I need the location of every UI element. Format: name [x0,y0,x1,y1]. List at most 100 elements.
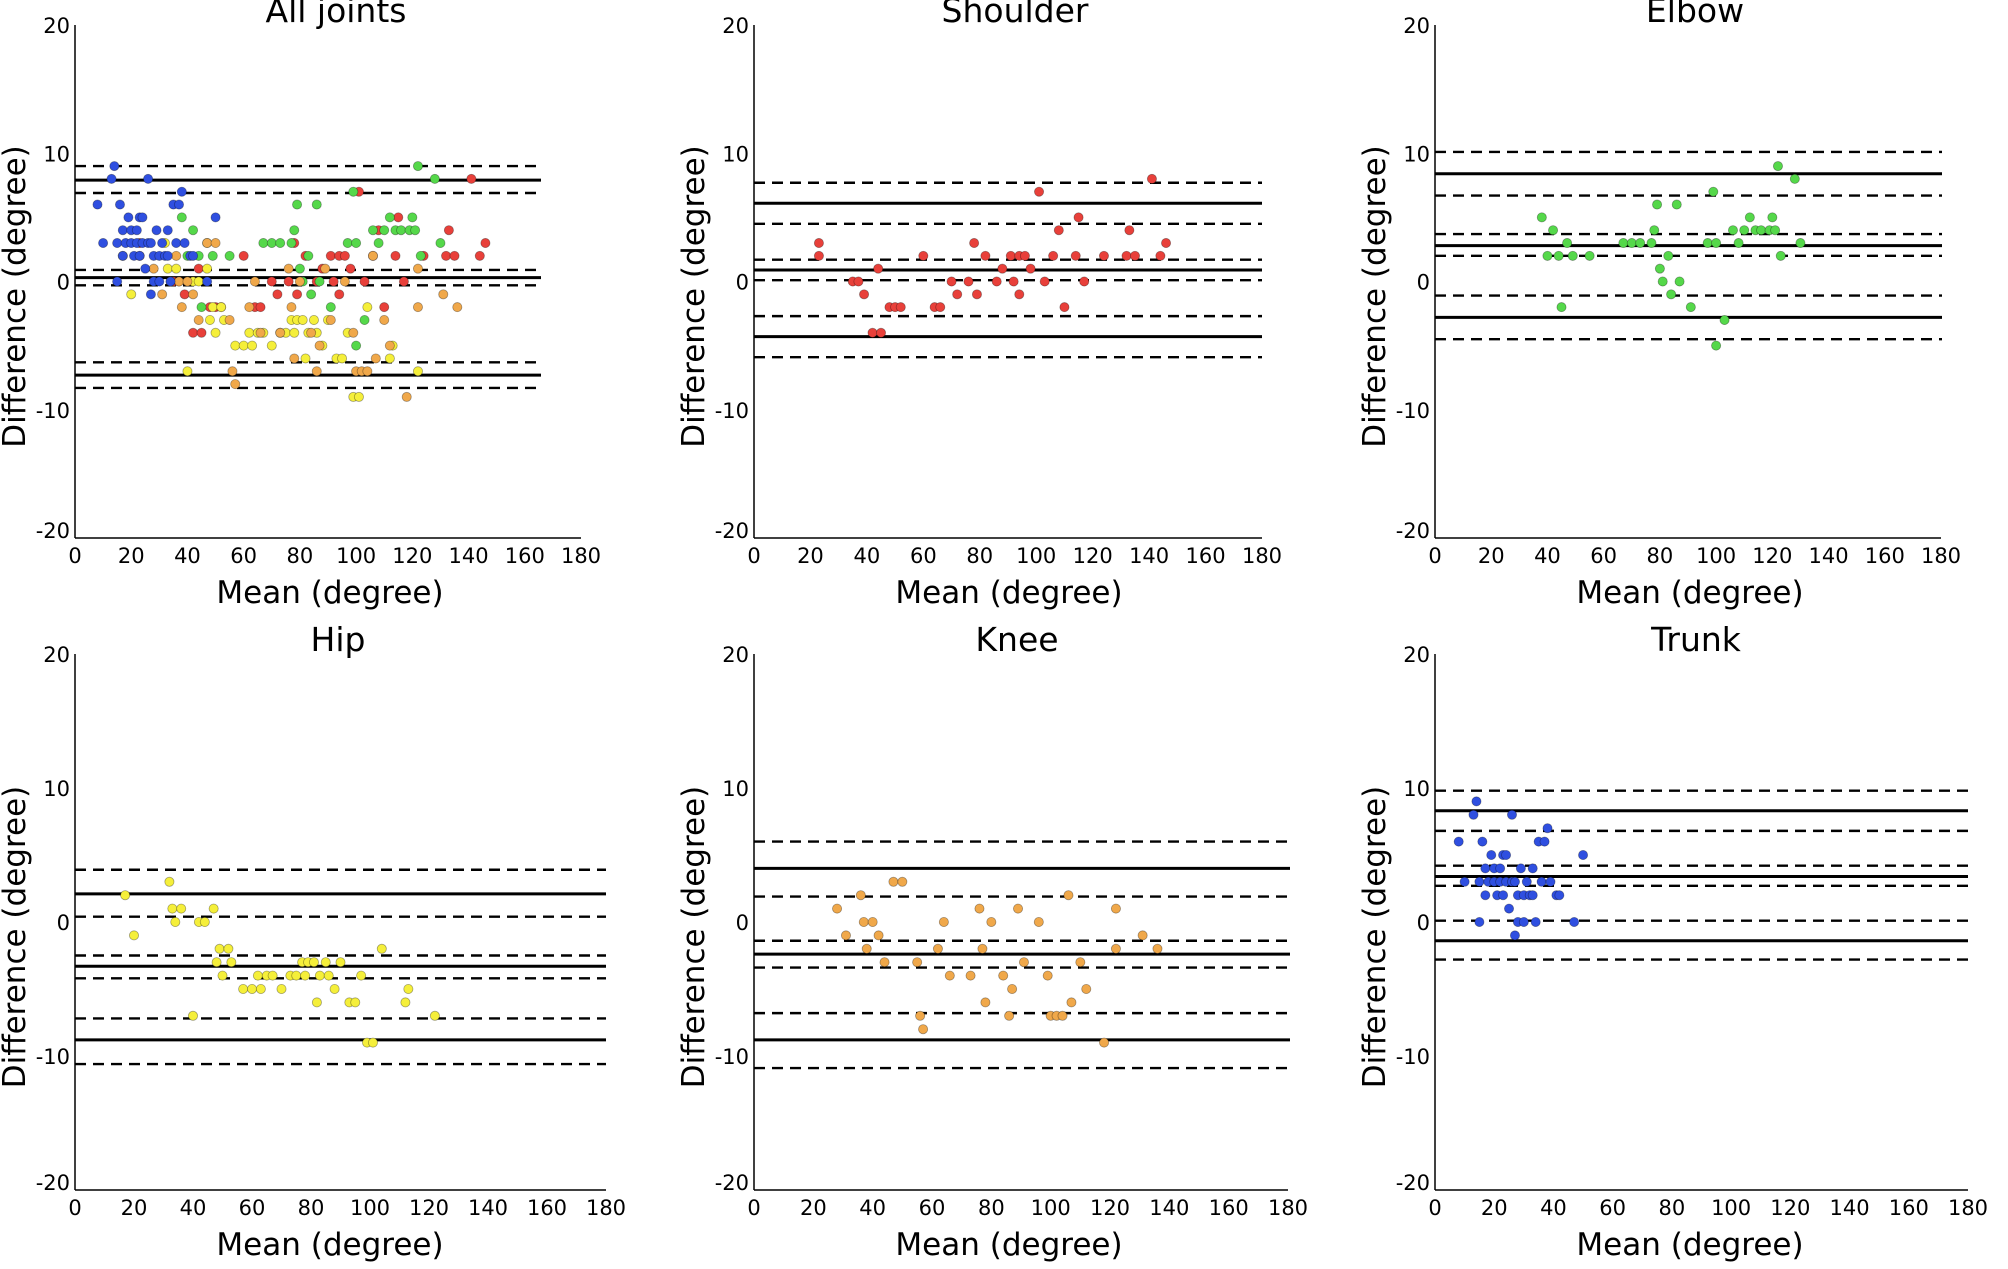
data-point-trunk [188,250,199,261]
data-point-trunk [143,173,154,184]
data-point-trunk [1474,876,1485,887]
data-point-elbow [224,250,235,261]
data-point-trunk [1578,850,1589,861]
y-tick-label: 10 [722,142,749,166]
data-point-elbow [1556,302,1567,313]
data-point-shoulder [441,250,452,261]
data-point-knee [412,263,423,274]
data-point-knee [362,366,373,377]
data-point-knee [879,957,890,968]
data-point-knee [1099,1037,1110,1048]
data-point-shoulder [963,276,974,287]
data-point-trunk [179,238,190,249]
x-axis-title: Mean (degree) [1576,575,1803,611]
x-tick-label: 180 [1268,1196,1308,1220]
data-point-trunk [157,238,168,249]
x-tick-label: 60 [910,544,937,568]
data-point-hip [329,984,340,995]
data-point-hip [176,903,187,914]
data-point-elbow [286,238,297,249]
data-point-shoulder [895,302,906,313]
data-point-knee [1007,984,1018,995]
data-point-knee [912,957,923,968]
y-tick-label: -10 [715,1045,749,1069]
data-point-elbow [1711,238,1722,249]
data-point-trunk [1459,876,1470,887]
y-tick-label: -20 [1396,519,1430,543]
data-point-elbow [1674,276,1685,287]
y-tick-label: -20 [36,1171,70,1195]
data-point-elbow [1635,238,1646,249]
data-point-knee [224,314,235,325]
data-point-knee [275,327,286,338]
y-tick-label: 20 [1403,643,1430,667]
data-point-elbow [367,225,378,236]
data-point-hip [335,957,346,968]
x-tick-label: 60 [230,544,257,568]
data-point-knee [286,302,297,313]
data-point-hip [182,366,193,377]
data-point-elbow [188,225,199,236]
y-tick-label: 10 [43,142,70,166]
data-point-shoulder [1155,250,1166,261]
data-point-elbow [1719,314,1730,325]
data-point-knee [1063,890,1074,901]
data-point-shoulder [991,276,1002,287]
data-point-elbow [1666,289,1677,300]
data-point-hip [384,353,395,364]
data-point-elbow [1654,263,1665,274]
data-point-trunk [1509,876,1520,887]
data-point-elbow [1775,250,1786,261]
data-point-knee [867,917,878,928]
data-point-shoulder [1098,250,1109,261]
y-tick-label: -10 [36,399,70,423]
data-point-knee [339,276,350,287]
data-point-elbow [1727,225,1738,236]
data-point-trunk [210,212,221,223]
panel-title: Hip [311,620,366,659]
x-axis-title: Mean (degree) [895,575,1122,611]
data-point-shoulder [876,327,887,338]
data-point-hip [208,903,219,914]
data-point-trunk [1477,836,1488,847]
data-point-hip [291,970,302,981]
x-axis-title: Mean (degree) [216,575,443,611]
x-tick-label: 80 [966,544,993,568]
data-point-trunk [1498,890,1509,901]
data-point-elbow [412,161,423,172]
data-point-trunk [162,225,173,236]
data-point-elbow [1739,225,1750,236]
data-point-trunk [92,199,103,210]
y-tick-label: 10 [1403,777,1430,801]
data-point-hip [204,314,215,325]
data-point-shoulder [272,289,283,300]
y-tick-label: -10 [1396,399,1430,423]
data-point-elbow [415,250,426,261]
y-tick-label: 0 [57,271,70,295]
data-point-knee [283,263,294,274]
data-point-elbow [325,302,336,313]
data-point-knee [1152,943,1163,954]
data-point-trunk [1530,917,1541,928]
y-tick-label: 10 [43,777,70,801]
data-point-trunk [1527,890,1538,901]
y-axis-title: Difference (degree) [1357,145,1393,448]
data-point-shoulder [971,289,982,300]
x-tick-label: 40 [859,1196,886,1220]
data-point-knee [249,276,260,287]
data-point-elbow [294,263,305,274]
y-tick-label: 10 [722,777,749,801]
data-point-hip [267,970,278,981]
x-tick-label: 100 [1016,544,1056,568]
data-point-trunk [202,276,213,287]
data-point-trunk [1569,917,1580,928]
panel-title: Trunk [1650,620,1742,659]
data-point-trunk [109,161,120,172]
panel-title: Elbow [1646,0,1744,30]
y-axis-title: Difference (degree) [0,786,33,1089]
data-point-hip [202,263,213,274]
data-point-hip [216,302,227,313]
data-point-shoulder [997,263,1008,274]
x-tick-label: 0 [747,544,760,568]
y-tick-label: -10 [36,1045,70,1069]
